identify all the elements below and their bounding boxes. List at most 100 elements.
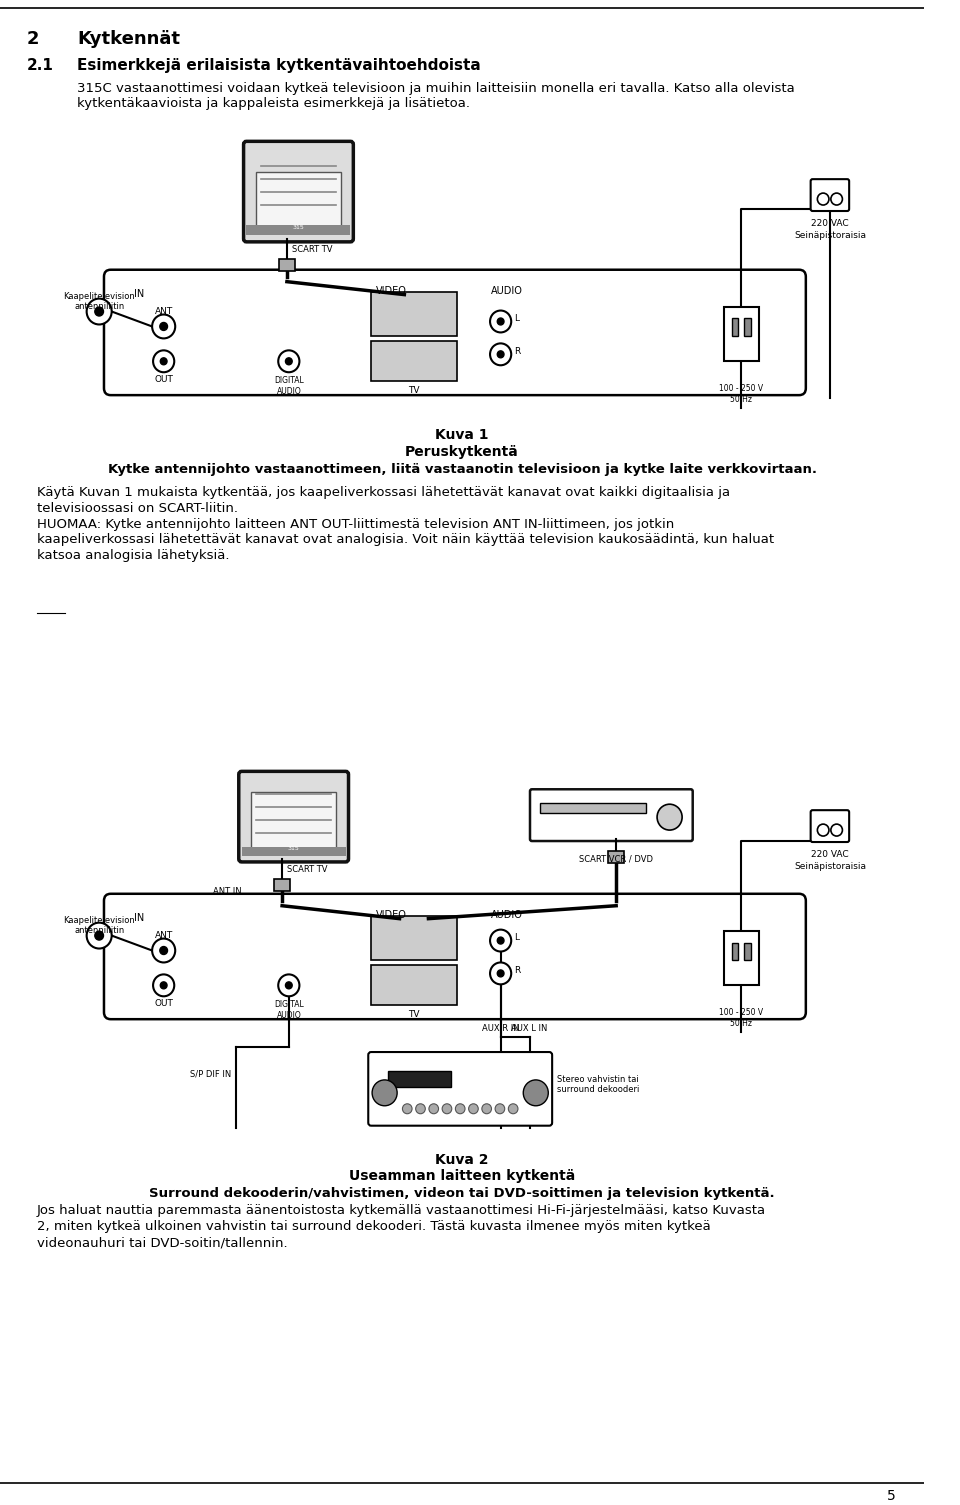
- Text: S/P DIF IN: S/P DIF IN: [190, 1070, 231, 1079]
- Text: Useamman laitteen kytkentä: Useamman laitteen kytkentä: [349, 1169, 575, 1183]
- Text: ANT IN: ANT IN: [213, 886, 242, 895]
- Text: kytkentäkaavioista ja kappaleista esimerkkejä ja lisätietoa.: kytkentäkaavioista ja kappaleista esimer…: [77, 96, 470, 110]
- Text: OUT: OUT: [155, 999, 173, 1008]
- Bar: [732, 942, 738, 960]
- Text: R: R: [515, 966, 520, 975]
- Bar: [371, 915, 457, 960]
- Bar: [724, 930, 758, 986]
- Text: 315: 315: [293, 224, 304, 230]
- Bar: [242, 847, 346, 856]
- Text: 315C vastaanottimesi voidaan kytkeä televisioon ja muihin laitteisiin monella er: 315C vastaanottimesi voidaan kytkeä tele…: [77, 81, 795, 95]
- Text: 2, miten kytkeä ulkoinen vahvistin tai surround dekooderi. Tästä kuvasta ilmenee: 2, miten kytkeä ulkoinen vahvistin tai s…: [36, 1221, 710, 1233]
- Circle shape: [443, 1103, 452, 1114]
- Text: Kaapelitelevision
antenniliitin: Kaapelitelevision antenniliitin: [63, 292, 135, 312]
- Text: videonauhuri tai DVD-soitin/tallennin.: videonauhuri tai DVD-soitin/tallennin.: [36, 1236, 287, 1249]
- Circle shape: [285, 981, 292, 989]
- Circle shape: [468, 1103, 478, 1114]
- Circle shape: [830, 193, 843, 205]
- Circle shape: [497, 351, 504, 358]
- Circle shape: [490, 310, 512, 333]
- Circle shape: [159, 947, 168, 954]
- Text: katsoa analogisia lähetyksiä.: katsoa analogisia lähetyksiä.: [36, 549, 229, 563]
- Bar: [732, 319, 738, 337]
- Text: Stereo vahvistin tai
surround dekooderi: Stereo vahvistin tai surround dekooderi: [557, 1075, 639, 1094]
- Text: 100 - 250 V
50 Hz: 100 - 250 V 50 Hz: [719, 384, 763, 403]
- Bar: [609, 850, 624, 862]
- Circle shape: [95, 932, 104, 941]
- Circle shape: [402, 1103, 412, 1114]
- Text: AUX L IN: AUX L IN: [512, 1025, 548, 1032]
- Text: SCART TV: SCART TV: [287, 865, 327, 874]
- Text: 100 - 250 V
50 Hz: 100 - 250 V 50 Hz: [719, 1008, 763, 1028]
- Bar: [371, 965, 457, 1005]
- Bar: [744, 319, 751, 337]
- Text: 220 VAC: 220 VAC: [811, 218, 849, 227]
- Circle shape: [278, 974, 300, 996]
- Bar: [247, 224, 350, 235]
- Circle shape: [152, 939, 176, 963]
- Bar: [371, 342, 457, 381]
- Text: Seinäpistoraisia: Seinäpistoraisia: [794, 230, 866, 239]
- Circle shape: [497, 969, 504, 977]
- Text: L: L: [515, 315, 519, 324]
- Bar: [371, 292, 457, 337]
- Circle shape: [285, 358, 292, 364]
- Circle shape: [497, 318, 504, 325]
- Circle shape: [152, 315, 176, 339]
- Bar: [256, 172, 341, 229]
- Bar: [744, 942, 751, 960]
- Circle shape: [509, 1103, 518, 1114]
- FancyBboxPatch shape: [810, 810, 850, 841]
- Text: Kaapelitelevision
antenniliitin: Kaapelitelevision antenniliitin: [63, 915, 135, 935]
- Text: 220 VAC: 220 VAC: [811, 850, 849, 859]
- FancyBboxPatch shape: [810, 179, 850, 211]
- Text: L: L: [515, 933, 519, 942]
- Text: 5: 5: [887, 1488, 896, 1503]
- Text: Esimerkkejä erilaisista kytkentävaihtoehdoista: Esimerkkejä erilaisista kytkentävaihtoeh…: [77, 57, 481, 72]
- FancyBboxPatch shape: [239, 772, 348, 862]
- Text: AUDIO: AUDIO: [491, 909, 523, 920]
- FancyBboxPatch shape: [104, 894, 805, 1019]
- Text: DIGITAL
AUDIO: DIGITAL AUDIO: [274, 376, 303, 396]
- Text: 2.1: 2.1: [27, 57, 54, 72]
- Text: IN: IN: [134, 289, 145, 298]
- Circle shape: [455, 1103, 465, 1114]
- Text: SCART VCR / DVD: SCART VCR / DVD: [579, 855, 653, 864]
- Circle shape: [429, 1103, 439, 1114]
- Text: SCART TV: SCART TV: [292, 245, 332, 254]
- Text: TV: TV: [408, 1010, 420, 1019]
- Text: Kytkennät: Kytkennät: [77, 30, 180, 48]
- Text: TV: TV: [408, 387, 420, 396]
- Bar: [724, 307, 758, 361]
- Circle shape: [830, 825, 843, 837]
- Circle shape: [153, 974, 175, 996]
- FancyBboxPatch shape: [530, 789, 693, 841]
- Text: 315: 315: [288, 846, 300, 850]
- Circle shape: [497, 938, 504, 944]
- Circle shape: [817, 825, 828, 837]
- Circle shape: [495, 1103, 505, 1114]
- Text: VIDEO: VIDEO: [375, 909, 406, 920]
- Text: HUOMAA: Kytke antennijohto laitteen ANT OUT-liittimestä television ANT IN-liitti: HUOMAA: Kytke antennijohto laitteen ANT …: [36, 518, 674, 531]
- Circle shape: [817, 193, 828, 205]
- Text: OUT: OUT: [155, 375, 173, 384]
- Circle shape: [490, 963, 512, 984]
- FancyBboxPatch shape: [369, 1052, 552, 1126]
- Circle shape: [372, 1081, 397, 1106]
- Text: Kuva 1: Kuva 1: [436, 427, 489, 442]
- Circle shape: [523, 1081, 548, 1106]
- Circle shape: [657, 804, 683, 831]
- Text: Jos haluat nauttia paremmasta äänentoistosta kytkemällä vastaanottimesi Hi-Fi-jä: Jos haluat nauttia paremmasta äänentoist…: [36, 1204, 766, 1218]
- Circle shape: [416, 1103, 425, 1114]
- Text: Seinäpistoraisia: Seinäpistoraisia: [794, 862, 866, 871]
- Text: ANT: ANT: [155, 930, 173, 939]
- Circle shape: [86, 298, 111, 325]
- Text: IN: IN: [134, 912, 145, 923]
- Circle shape: [160, 358, 167, 364]
- Circle shape: [86, 923, 111, 948]
- Text: televisioossasi on SCART-liitin.: televisioossasi on SCART-liitin.: [36, 501, 237, 515]
- Text: AUDIO: AUDIO: [491, 286, 523, 295]
- Text: Kuva 2: Kuva 2: [436, 1153, 489, 1166]
- Text: VIDEO: VIDEO: [375, 286, 406, 295]
- Circle shape: [153, 351, 175, 372]
